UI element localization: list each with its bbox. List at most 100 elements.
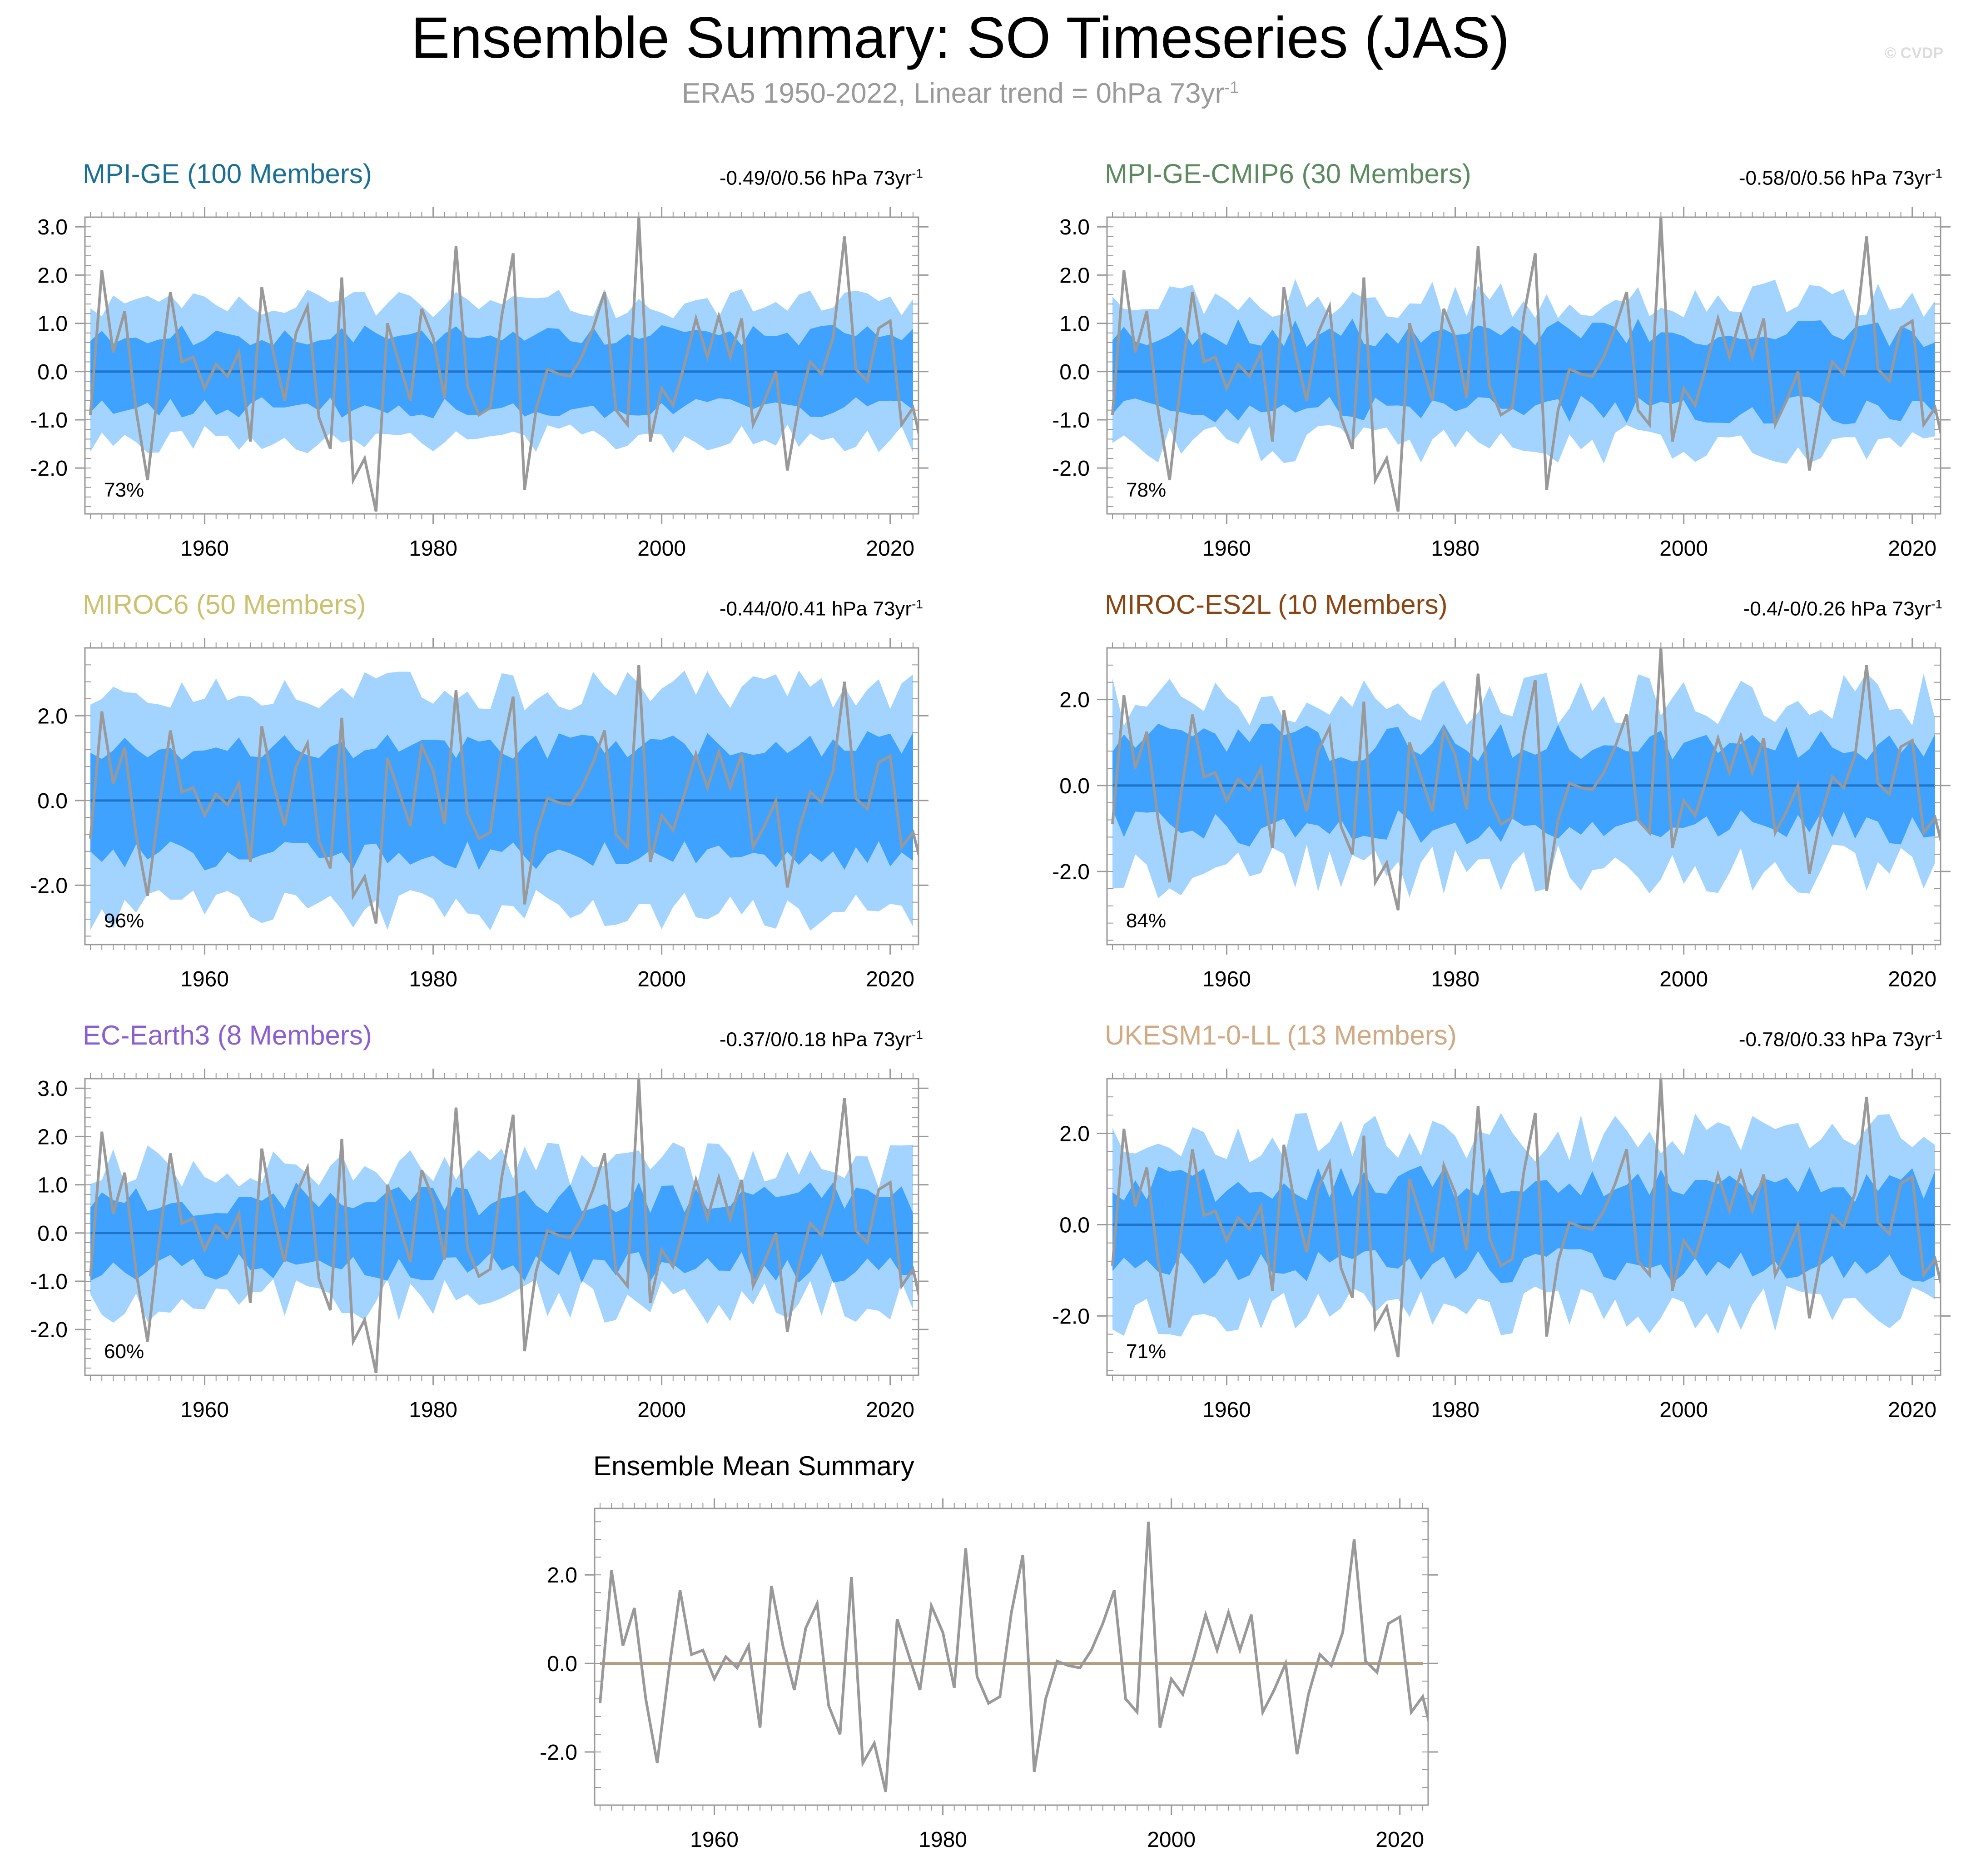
- miroc6-ytick-label: 2.0: [37, 704, 68, 728]
- mpi-ge-cmip6-obs-line: [1111, 217, 1941, 512]
- watermark-text: © CVDP: [1885, 45, 1943, 62]
- summary-title: Ensemble Mean Summary: [593, 1451, 914, 1481]
- summary-xtick-label: 1960: [690, 1828, 739, 1852]
- miroc6-percent-label: 96%: [104, 910, 144, 932]
- mpi-ge-ytick-label: -1.0: [30, 408, 68, 433]
- ec-earth3-xtick-label: 2000: [637, 1398, 686, 1422]
- miroc-es2l-ytick-label: -2.0: [1052, 860, 1090, 884]
- ukesm1-xtick-label: 1960: [1202, 1398, 1251, 1422]
- mpi-ge-plot: -2.0 -1.0 0.0 1.0 2.0 3.0 1960 1980 2000 2020 73%: [30, 207, 928, 561]
- subtitle-exponent: -1: [1224, 78, 1239, 97]
- mpi-ge-cmip6-ytick-label: 0.0: [1059, 360, 1090, 384]
- ukesm1-clip-group: [1111, 1079, 1941, 1358]
- mpi-ge-cmip6-xtick-label: 1980: [1431, 537, 1479, 561]
- miroc-es2l-xtick-label: 1960: [1202, 967, 1251, 991]
- panel-trend-ukesm1: -0.78/0/0.33 hPa 73yr-1: [1739, 1028, 1942, 1051]
- ukesm1-ytick-label: 0.0: [1059, 1213, 1090, 1237]
- mpi-ge-ytick-label: 1.0: [37, 312, 68, 336]
- summary-xtick-label: 2020: [1375, 1828, 1424, 1852]
- miroc6-xtick-label: 2000: [637, 967, 686, 991]
- miroc6-obs-line: [89, 665, 918, 924]
- summary-ytick-label: 2.0: [547, 1563, 577, 1587]
- miroc-es2l-xtick-label: 2000: [1659, 967, 1708, 991]
- miroc6-clip-group: [89, 665, 918, 931]
- ukesm1-plot: -2.0 0.0 2.0 1960 1980 2000 2020 71%: [1052, 1069, 1951, 1422]
- miroc6-xtick-label: 2020: [866, 967, 914, 991]
- trend-exponent: -1: [1931, 597, 1942, 611]
- trend-text: -0.49/0/0.56 hPa 73yr: [719, 167, 912, 189]
- ec-earth3-xtick-label: 1960: [180, 1398, 229, 1422]
- summary-frame: [594, 1508, 1429, 1806]
- miroc-es2l-ytick-label: 2.0: [1059, 688, 1090, 712]
- ukesm1-ytick-label: 2.0: [1059, 1122, 1090, 1146]
- miroc-es2l-xtick-label: 2020: [1888, 967, 1936, 991]
- ukesm1-ytick-label: -2.0: [1052, 1304, 1090, 1329]
- mpi-ge-cmip6-xtick-label: 2000: [1659, 537, 1708, 561]
- mpi-ge-xtick-label: 2000: [637, 537, 686, 561]
- trend-text: -0.37/0/0.18 hPa 73yr: [719, 1028, 912, 1051]
- miroc6-ytick-label: -2.0: [30, 874, 68, 898]
- ec-earth3-xtick-label: 2020: [866, 1398, 914, 1422]
- mpi-ge-ytick-label: -2.0: [30, 457, 68, 481]
- subtitle-text: ERA5 1950-2022, Linear trend = 0hPa 73yr: [681, 78, 1225, 109]
- mpi-ge-percent-label: 73%: [104, 479, 144, 501]
- summary-ytick-label: -2.0: [540, 1741, 577, 1765]
- miroc-es2l-clip-group: [1111, 648, 1941, 911]
- trend-text: -0.58/0/0.56 hPa 73yr: [1738, 167, 1931, 189]
- mpi-ge-clip-group: [89, 217, 918, 512]
- panel-title-ec-earth3: EC-Earth3 (8 Members): [83, 1020, 372, 1050]
- summary-plot: -2.0 0.0 2.0 1960 1980 2000 2020: [540, 1498, 1438, 1852]
- panel-title-mpi-ge-cmip6: MPI-GE-CMIP6 (30 Members): [1105, 159, 1471, 189]
- panel-trend-miroc-es2l: -0.4/-0/0.26 hPa 73yr-1: [1743, 597, 1942, 621]
- miroc-es2l-percent-label: 84%: [1126, 910, 1166, 932]
- mpi-ge-cmip6-xtick-label: 1960: [1202, 537, 1251, 561]
- miroc6-xtick-label: 1960: [180, 967, 229, 991]
- ec-earth3-ytick-label: 1.0: [37, 1174, 68, 1198]
- miroc6-ytick-label: 0.0: [37, 789, 68, 813]
- mpi-ge-cmip6-ytick-label: -2.0: [1052, 457, 1090, 481]
- trend-text: -0.44/0/0.41 hPa 73yr: [719, 597, 912, 620]
- miroc-es2l-obs-line: [1111, 648, 1941, 911]
- mpi-ge-cmip6-ytick-label: 3.0: [1059, 215, 1090, 239]
- miroc-es2l-ytick-label: 0.0: [1059, 774, 1090, 798]
- mpi-ge-cmip6-clip-group: [1111, 217, 1941, 512]
- ec-earth3-ytick-label: -2.0: [30, 1318, 68, 1342]
- summary-xtick-label: 1980: [918, 1828, 967, 1852]
- ukesm1-xtick-label: 2000: [1659, 1398, 1708, 1422]
- trend-text: -0.4/-0/0.26 hPa 73yr: [1743, 597, 1931, 620]
- trend-exponent: -1: [912, 166, 923, 180]
- mpi-ge-ytick-label: 3.0: [37, 215, 68, 239]
- ec-earth3-plot: -2.0 -1.0 0.0 1.0 2.0 3.0 1960 1980 2000 2020 60%: [30, 1069, 928, 1422]
- figure-title: Ensemble Summary: SO Timeseries (JAS): [411, 5, 1510, 70]
- ukesm1-xtick-label: 1980: [1431, 1398, 1479, 1422]
- trend-text: -0.78/0/0.33 hPa 73yr: [1738, 1028, 1931, 1051]
- panel-title-ukesm1: UKESM1-0-LL (13 Members): [1105, 1020, 1457, 1050]
- figure-subtitle: ERA5 1950-2022, Linear trend = 0hPa 73yr…: [0, 77, 1921, 109]
- panel-title-miroc6: MIROC6 (50 Members): [83, 589, 366, 620]
- panel-trend-mpi-ge-cmip6: -0.58/0/0.56 hPa 73yr-1: [1739, 166, 1942, 190]
- mpi-ge-cmip6-ytick-label: -1.0: [1052, 408, 1090, 433]
- trend-exponent: -1: [1931, 166, 1942, 180]
- panel-title-miroc-es2l: MIROC-ES2L (10 Members): [1105, 589, 1448, 620]
- summary-ytick-label: 0.0: [547, 1652, 577, 1676]
- ec-earth3-ytick-label: 3.0: [37, 1077, 68, 1101]
- summary-clip-group: [599, 1522, 1428, 1792]
- mpi-ge-cmip6-xtick-label: 2020: [1888, 537, 1936, 561]
- ec-earth3-ytick-label: 2.0: [37, 1125, 68, 1149]
- panel-trend-ec-earth3: -0.37/0/0.18 hPa 73yr-1: [720, 1028, 923, 1051]
- miroc-es2l-plot: -2.0 0.0 2.0 1960 1980 2000 2020 84%: [1052, 638, 1951, 991]
- mpi-ge-ytick-label: 0.0: [37, 360, 68, 384]
- mpi-ge-cmip6-plot: -2.0 -1.0 0.0 1.0 2.0 3.0 1960 1980 2000 2020 78%: [1052, 207, 1951, 561]
- ukesm1-percent-label: 71%: [1126, 1340, 1166, 1363]
- trend-exponent: -1: [912, 1028, 923, 1042]
- mpi-ge-cmip6-ytick-label: 2.0: [1059, 264, 1090, 288]
- summary-obs-line: [599, 1522, 1428, 1792]
- ukesm1-obs-line: [1111, 1079, 1941, 1358]
- summary-xtick-label: 2000: [1147, 1828, 1196, 1852]
- miroc6-xtick-label: 1980: [409, 967, 457, 991]
- trend-exponent: -1: [1931, 1028, 1942, 1042]
- mpi-ge-cmip6-ytick-label: 1.0: [1059, 312, 1090, 336]
- ec-earth3-percent-label: 60%: [104, 1340, 144, 1363]
- miroc6-plot: -2.0 0.0 2.0 1960 1980 2000 2020 96%: [30, 638, 928, 991]
